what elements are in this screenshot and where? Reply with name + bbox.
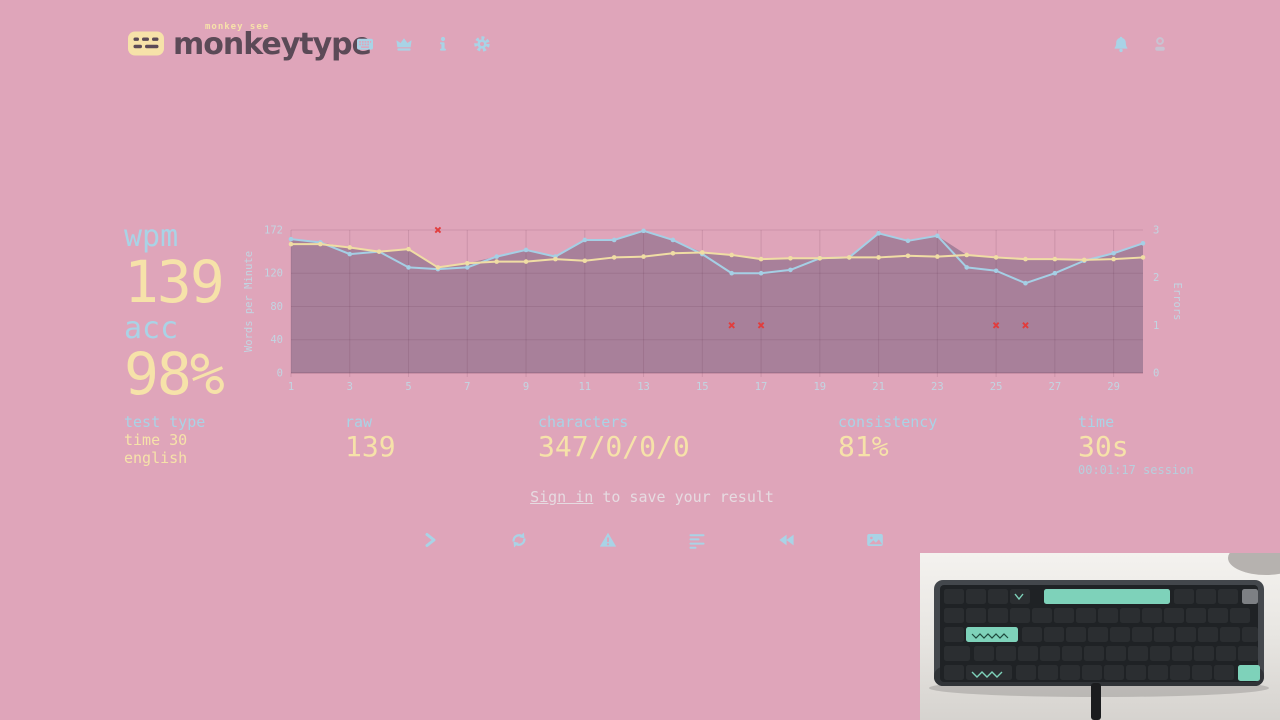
signin-rest: to save your result xyxy=(593,488,774,506)
keyboard-icon[interactable] xyxy=(356,35,374,53)
practice-words-icon[interactable] xyxy=(599,531,617,549)
svg-text:Words per Minute: Words per Minute xyxy=(243,251,255,352)
action-bar xyxy=(124,531,1180,549)
test-type-language[interactable]: english xyxy=(124,449,188,467)
svg-text:21: 21 xyxy=(872,381,885,393)
signin-notice: Sign in to save your result xyxy=(124,488,1180,506)
consistency-value: 81% xyxy=(838,430,889,463)
svg-text:15: 15 xyxy=(696,381,709,393)
next-test-icon[interactable] xyxy=(421,531,439,549)
account-nav xyxy=(1112,35,1169,53)
svg-text:172: 172 xyxy=(264,225,283,237)
brand-tagline: monkey see xyxy=(205,22,270,32)
svg-text:29: 29 xyxy=(1107,381,1120,393)
bell-icon[interactable] xyxy=(1112,35,1130,53)
webcam-overlay xyxy=(920,553,1280,720)
result-summary: wpm 139 acc 98% xyxy=(124,219,225,408)
wpm-value: 139 xyxy=(124,248,225,316)
svg-text:2: 2 xyxy=(1153,272,1159,284)
session-time: 00:01:17 session xyxy=(1078,463,1194,477)
gear-icon[interactable] xyxy=(473,35,491,53)
consistency-label: consistency xyxy=(838,413,938,431)
repeat-test-icon[interactable] xyxy=(510,531,528,549)
svg-text:11: 11 xyxy=(578,381,591,393)
logo-icon xyxy=(128,31,164,56)
logo[interactable]: monkey see monkeytype xyxy=(127,22,372,62)
svg-text:13: 13 xyxy=(637,381,650,393)
wpm-label: wpm xyxy=(124,219,179,254)
characters-label: characters xyxy=(538,413,629,431)
acc-label: acc xyxy=(124,311,179,346)
info-icon[interactable] xyxy=(434,35,452,53)
svg-text:Errors: Errors xyxy=(1171,283,1183,321)
user-icon[interactable] xyxy=(1151,35,1169,53)
main-nav xyxy=(356,35,491,53)
time-value: 30s xyxy=(1078,430,1129,463)
keyboard-photo xyxy=(929,553,1280,720)
brand-wordmark: monkeytype xyxy=(173,27,372,62)
characters-value: 347/0/0/0 xyxy=(538,430,690,463)
watch-replay-icon[interactable] xyxy=(777,531,795,549)
svg-text:1: 1 xyxy=(1153,320,1159,332)
svg-text:3: 3 xyxy=(347,381,353,393)
svg-text:5: 5 xyxy=(405,381,411,393)
test-type-label: test type xyxy=(124,413,206,431)
test-type-mode[interactable]: time 30 xyxy=(124,431,188,449)
svg-text:0: 0 xyxy=(277,368,283,380)
acc-value: 98% xyxy=(124,340,225,408)
test-type-stat: test type time 30 english xyxy=(124,414,205,466)
copy-screenshot-icon[interactable] xyxy=(866,531,884,549)
consistency-stat: consistency 81% xyxy=(838,414,937,464)
raw-label: raw xyxy=(345,413,373,431)
svg-text:9: 9 xyxy=(523,381,529,393)
svg-text:0: 0 xyxy=(1153,368,1159,380)
raw-value: 139 xyxy=(345,430,396,463)
svg-text:25: 25 xyxy=(990,381,1003,393)
svg-text:40: 40 xyxy=(270,334,283,346)
svg-text:80: 80 xyxy=(270,301,283,313)
signin-link[interactable]: Sign in xyxy=(530,488,594,506)
svg-text:23: 23 xyxy=(931,381,944,393)
time-stat: time 30s 00:01:17 session xyxy=(1078,414,1194,477)
svg-text:120: 120 xyxy=(264,268,283,280)
crown-icon[interactable] xyxy=(395,35,413,53)
time-label: time xyxy=(1078,413,1115,431)
svg-text:19: 19 xyxy=(813,381,826,393)
svg-text:17: 17 xyxy=(755,381,768,393)
words-history-icon[interactable] xyxy=(688,531,706,549)
svg-text:3: 3 xyxy=(1153,225,1159,237)
svg-text:27: 27 xyxy=(1049,381,1062,393)
raw-stat: raw 139 xyxy=(345,414,396,464)
characters-stat: characters 347/0/0/0 xyxy=(538,414,690,464)
svg-text:1: 1 xyxy=(288,381,294,393)
svg-text:7: 7 xyxy=(464,381,470,393)
